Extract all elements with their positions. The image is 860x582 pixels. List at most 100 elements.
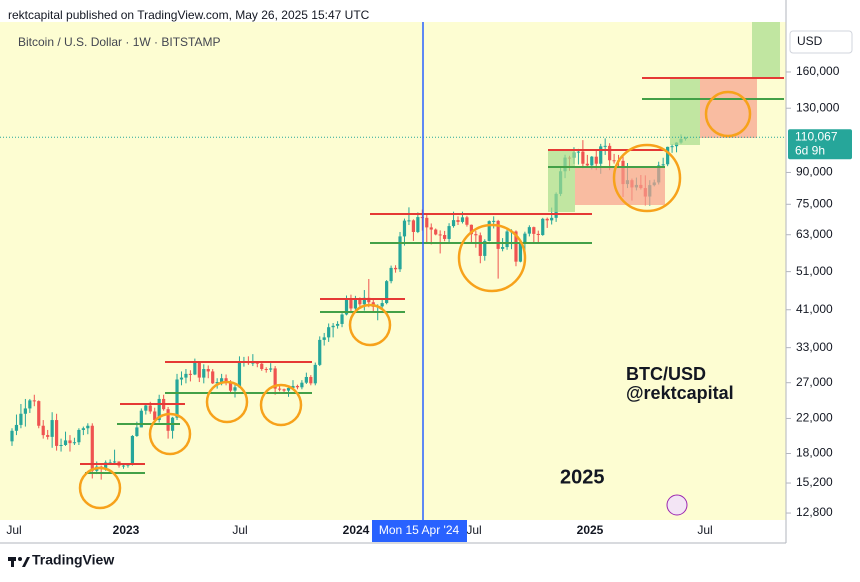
candle-body (175, 379, 179, 418)
candle-body (46, 435, 50, 437)
candle-body (393, 267, 398, 270)
candle-body (331, 325, 335, 328)
candle-body (55, 420, 59, 446)
candle-body (340, 314, 344, 324)
candle-body (197, 362, 201, 378)
candle-body (496, 220, 500, 249)
icon[interactable] (666, 494, 688, 516)
candle-body (603, 145, 607, 147)
candle-body (269, 368, 273, 370)
candle-body (295, 385, 300, 388)
y-tick-label: 15,200 (796, 475, 833, 489)
crosshair-label: Mon 15 Apr '24 (379, 523, 460, 537)
candle-body (282, 389, 286, 391)
candle-body (37, 401, 41, 426)
y-tick-label: 75,000 (796, 196, 833, 210)
candle-body (492, 220, 496, 222)
candle-body (28, 400, 32, 409)
price-label: 110,067 (795, 129, 838, 143)
candle-body (385, 281, 389, 304)
candle-body (251, 362, 255, 364)
highlight-circle (348, 303, 392, 347)
candle-body (411, 220, 415, 232)
candle-body (344, 298, 349, 315)
annotation: @rektcapital (626, 383, 734, 403)
candle-body (86, 425, 90, 429)
highlight-circle (704, 90, 752, 138)
candle-body (157, 398, 161, 421)
candle-body (63, 440, 68, 445)
candle-body (661, 164, 665, 166)
candle-body (612, 160, 616, 162)
candle-body (335, 323, 340, 326)
candle-body (469, 224, 473, 235)
candle-body (121, 465, 126, 467)
candle-body (220, 378, 224, 383)
candle-body (465, 217, 469, 225)
candle-body (19, 413, 23, 425)
candle-body (456, 220, 460, 222)
candle-body (14, 424, 19, 431)
candle-body (447, 226, 451, 239)
candle-body (313, 364, 317, 384)
chart-title: Bitcoin / U.S. Dollar · 1W · BITSTAMP (18, 35, 220, 49)
y-tick-label: 12,800 (796, 505, 833, 519)
price-label-box (788, 129, 852, 160)
candle-body (425, 217, 429, 228)
x-tick-label: 2023 (113, 523, 140, 537)
x-tick-label: Jul (466, 523, 481, 537)
candle-body (264, 369, 268, 371)
annotation: 2025 (560, 466, 605, 488)
candle-body (184, 373, 188, 378)
candle-body (126, 464, 130, 466)
candle-body (72, 442, 77, 444)
x-tick-label: Jul (697, 523, 712, 537)
candle-body (429, 227, 433, 230)
candle-body (474, 234, 478, 236)
candle-body (402, 220, 407, 237)
highlight-circle (457, 223, 527, 293)
candle-body (416, 217, 420, 232)
candle-body (358, 298, 362, 305)
highlight-circle (259, 383, 303, 427)
candle-body (32, 400, 36, 402)
y-tick-label: 130,000 (796, 100, 840, 114)
y-tick-label: 18,000 (796, 446, 833, 460)
candle-body (527, 227, 531, 234)
candle-body (536, 233, 540, 236)
candle-body (541, 218, 545, 236)
x-tick-label: Jul (6, 523, 21, 537)
candle-body (206, 369, 210, 372)
candle-body (278, 388, 282, 390)
y-tick-label: 160,000 (796, 64, 840, 78)
y-tick-label: 51,000 (796, 264, 833, 278)
candle-body (594, 156, 598, 164)
currency-box (789, 30, 853, 54)
candle-body (166, 409, 170, 431)
y-tick-label: 22,000 (796, 411, 833, 425)
candle-body (518, 243, 523, 262)
candle-body (438, 234, 442, 236)
candle-body (153, 411, 157, 421)
x-tick-label: 2025 (577, 523, 604, 537)
candle-body (349, 298, 353, 309)
candle-body (487, 221, 491, 241)
candle-body (585, 163, 589, 166)
currency: USD (797, 34, 823, 48)
countdown: 6d 9h (795, 143, 825, 157)
candle-body (505, 231, 509, 248)
highlight-circle (205, 380, 249, 424)
candle-body (514, 231, 518, 262)
candle-body (68, 440, 72, 444)
candle-body (407, 220, 411, 222)
logo (8, 557, 30, 567)
candle-body (362, 297, 366, 305)
candle-body (104, 462, 108, 469)
highlight-circle (78, 466, 122, 510)
candle-body (10, 430, 14, 442)
candle-body (380, 303, 384, 307)
candle-body (77, 429, 81, 443)
candle-body (139, 410, 143, 428)
